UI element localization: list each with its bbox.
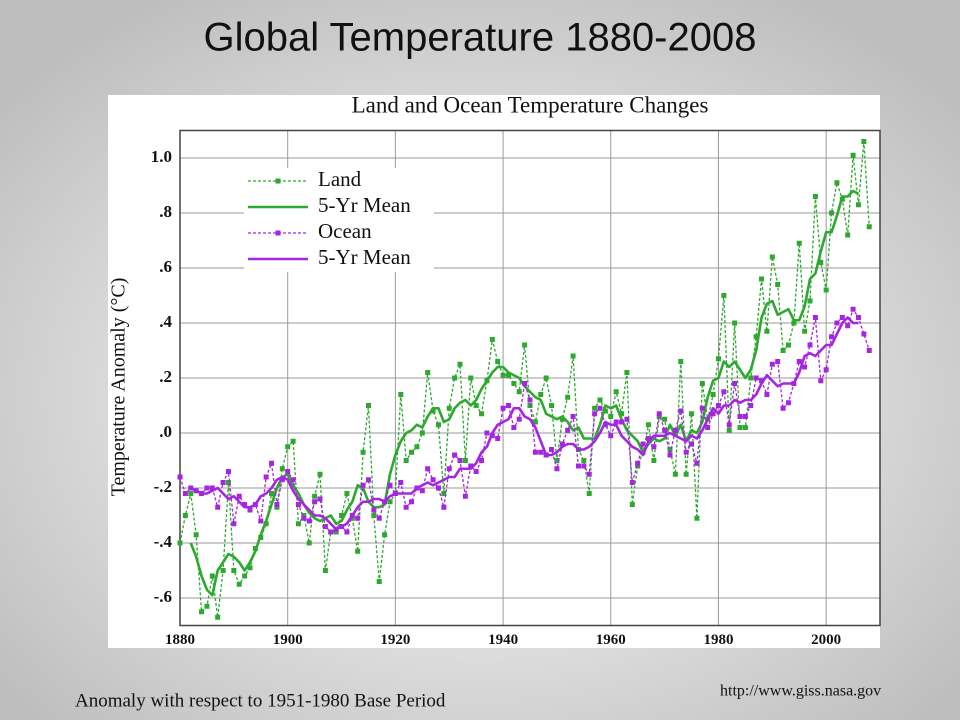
y-tick-label: -.2	[154, 477, 172, 496]
x-tick-label: 1920	[380, 632, 410, 648]
x-tick-label: 1980	[703, 632, 733, 648]
series-line	[190, 316, 859, 531]
y-tick-label: .4	[159, 312, 172, 331]
y-tick-label: .6	[159, 257, 172, 276]
y-axis-title: Temperature Anomaly (°C)	[108, 278, 130, 497]
y-tick-label: .0	[159, 422, 172, 441]
y-tick-label: -.4	[154, 532, 173, 551]
x-tick-label: 1880	[165, 632, 195, 648]
legend-label: 5-Yr Mean	[318, 193, 411, 217]
y-tick-label: .8	[159, 202, 172, 221]
legend-label: 5-Yr Mean	[318, 245, 411, 269]
legend-label: Ocean	[318, 219, 372, 243]
legend-background	[244, 168, 434, 272]
y-tick-label: 1.0	[151, 147, 172, 166]
y-tick-label: .2	[159, 367, 172, 386]
chart: Land and Ocean Temperature Changes Tempe…	[108, 92, 881, 648]
x-tick-label: 1940	[488, 632, 518, 648]
footnote: Anomaly with respect to 1951-1980 Base P…	[75, 690, 446, 711]
chart-title: Land and Ocean Temperature Changes	[352, 92, 709, 117]
x-tick-label: 1960	[596, 632, 626, 648]
series-line	[177, 306, 872, 535]
source: http://www.giss.nasa.gov	[720, 683, 881, 700]
x-tick-label: 2000	[811, 632, 841, 648]
slide-title: Global Temperature 1880-2008	[204, 16, 757, 60]
legend-label: Land	[318, 167, 362, 191]
x-tick-label: 1900	[273, 632, 303, 648]
y-tick-label: -.6	[154, 587, 172, 606]
